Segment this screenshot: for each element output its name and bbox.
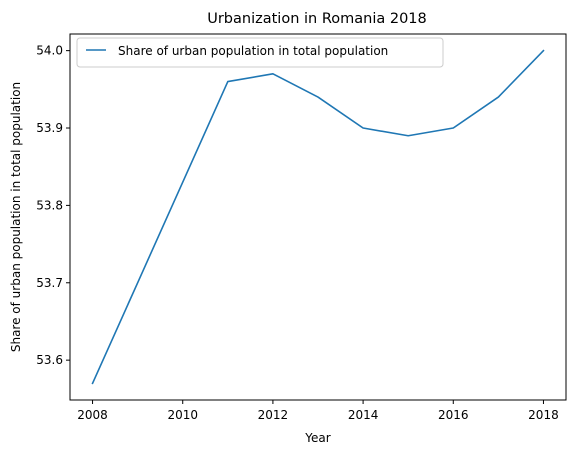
- x-tick-label: 2016: [438, 408, 469, 422]
- data-point: [136, 282, 138, 284]
- x-tick-label: 2018: [528, 408, 559, 422]
- x-tick-label: 2010: [167, 408, 198, 422]
- y-tick-label: 53.6: [36, 353, 63, 367]
- x-tick-label: 2012: [258, 408, 289, 422]
- data-point: [362, 127, 364, 129]
- y-axis-label: Share of urban population in total popul…: [9, 82, 23, 352]
- legend: Share of urban population in total popul…: [77, 38, 443, 67]
- x-tick-label: 2008: [77, 408, 108, 422]
- y-tick-label: 53.8: [36, 198, 63, 212]
- y-tick-label: 53.7: [36, 276, 63, 290]
- plot-area: [70, 34, 566, 400]
- x-axis-label: Year: [304, 431, 330, 445]
- data-point: [452, 127, 454, 129]
- data-point: [182, 181, 184, 183]
- x-axis: 2008 2010 2012 2014 2016 2018: [77, 400, 558, 422]
- data-point: [497, 96, 499, 98]
- data-point: [227, 80, 229, 82]
- data-point: [542, 49, 544, 51]
- x-tick-label: 2014: [348, 408, 379, 422]
- chart-title: Urbanization in Romania 2018: [207, 11, 427, 27]
- y-axis: 53.6 53.7 53.8 53.9 54.0: [36, 44, 70, 368]
- data-point: [91, 382, 93, 384]
- y-tick-label: 53.9: [36, 121, 63, 135]
- data-point: [407, 135, 409, 137]
- legend-label: Share of urban population in total popul…: [118, 44, 388, 58]
- y-tick-label: 54.0: [36, 44, 63, 58]
- data-point: [272, 73, 274, 75]
- data-point: [317, 96, 319, 98]
